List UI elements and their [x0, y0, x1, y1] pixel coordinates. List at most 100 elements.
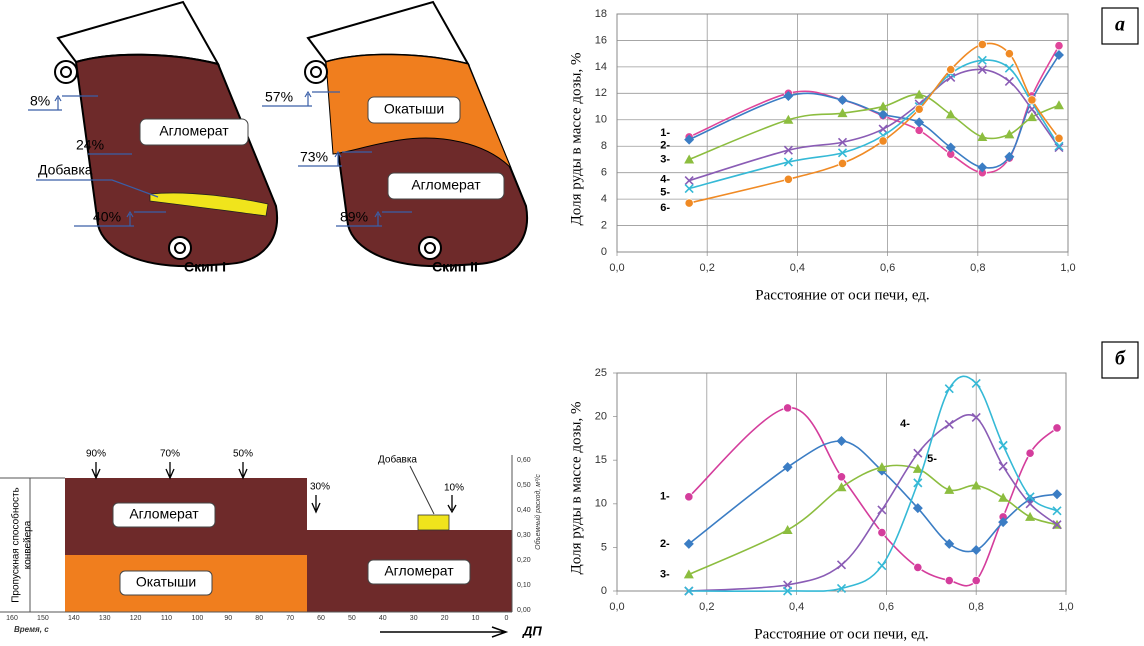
marker [944, 485, 954, 494]
x-tick-label: 150 [37, 615, 49, 622]
wheel [175, 243, 185, 253]
x-tick-label: 0,6 [879, 601, 894, 613]
marker [878, 506, 886, 514]
x-tick-label: 140 [68, 615, 80, 622]
y-tick-label: 0 [601, 246, 607, 258]
x-label: Время, с [14, 625, 49, 634]
x-tick-label: 110 [161, 615, 172, 622]
arrow [448, 495, 456, 512]
marker [837, 482, 847, 491]
marker [914, 117, 924, 127]
marker [914, 449, 922, 457]
marker [999, 441, 1007, 449]
figure: Агломерат Добавка 8% 24% 40% Скип I Окат… [0, 0, 1144, 646]
y2-tick-label: 0,00 [517, 607, 531, 614]
panel-label: а [1115, 14, 1125, 36]
x-tick-label: 80 [255, 615, 263, 622]
marker [837, 436, 847, 446]
y-tick-label: 6 [601, 167, 607, 179]
x-tick-label: 1,0 [1058, 601, 1073, 613]
marker [945, 576, 953, 584]
y-tick-label: 10 [595, 114, 607, 126]
y2-tick-label: 0,10 [517, 582, 531, 589]
marker [946, 109, 956, 118]
plot-frame [617, 14, 1068, 252]
x-tick-label: 20 [441, 615, 449, 622]
x-tick-label: 130 [99, 615, 111, 622]
x-tick-label: 160 [6, 615, 18, 622]
marker [783, 525, 793, 534]
x-tick-label: 60 [317, 615, 325, 622]
x-tick-label: 1,0 [1060, 262, 1075, 274]
marker [1004, 129, 1014, 138]
marker [837, 473, 845, 481]
marker [685, 177, 693, 185]
y-tick-label: 2 [601, 219, 607, 231]
x-tick-label: 0,8 [969, 601, 984, 613]
y-tick-label: 16 [595, 34, 607, 46]
marker [977, 132, 987, 141]
x-tick-label: 0,8 [970, 262, 985, 274]
x-tick-label: 120 [130, 615, 142, 622]
skip-title: Скип I [184, 259, 226, 275]
share-label: 50% [233, 449, 253, 460]
x-axis-label: Расстояние от оси печи, ед. [755, 287, 929, 303]
layer-label: Окатыши [384, 101, 444, 117]
marker [685, 199, 693, 207]
y-tick-label: 12 [595, 87, 607, 99]
series-line [689, 376, 1057, 591]
x-tick-label: 0,0 [609, 262, 624, 274]
marker [915, 105, 923, 113]
direction-label: ДП [522, 623, 542, 638]
x-tick-label: 0,4 [789, 601, 804, 613]
marker [684, 569, 694, 578]
y-tick-label: 15 [595, 454, 607, 466]
x-tick-label: 0,2 [699, 601, 714, 613]
series-line [689, 43, 1059, 203]
marker [914, 479, 922, 487]
x-tick-label: 40 [379, 615, 387, 622]
legend-entry: 5- [660, 186, 670, 198]
marker [878, 562, 886, 570]
x-tick-label: 0,6 [880, 262, 895, 274]
layer-label: Агломерат [411, 177, 481, 193]
legend-entry: 5- [927, 453, 937, 465]
plot-frame [617, 373, 1066, 591]
marker [878, 528, 886, 536]
additive-block [418, 515, 449, 530]
legend-entry: 4- [900, 418, 910, 430]
marker [838, 159, 846, 167]
arrow [239, 462, 247, 478]
share-label: 90% [86, 449, 106, 460]
x-tick-label: 0,4 [790, 262, 805, 274]
marker [999, 462, 1007, 470]
x-tick-label: 100 [192, 615, 204, 622]
legend-entry: 1- [660, 491, 670, 503]
marker [838, 95, 848, 105]
x-tick-label: 90 [224, 615, 232, 622]
x-axis-label: Расстояние от оси печи, ед. [754, 626, 928, 642]
arrow [166, 462, 174, 478]
y-tick-label: 0 [601, 585, 607, 597]
marker [685, 493, 693, 501]
marker [947, 73, 955, 81]
series-line [689, 55, 1059, 168]
marker [978, 40, 986, 48]
marker [1054, 100, 1064, 109]
wheel [311, 67, 321, 77]
marker [947, 65, 955, 73]
x-tick-label: 50 [348, 615, 356, 622]
y2-tick-label: 0,30 [517, 532, 531, 539]
y-label: конвейера [23, 520, 34, 569]
wheel [425, 243, 435, 253]
marker [914, 563, 922, 571]
x-tick-label: 10 [472, 615, 480, 622]
level-label: 40% [93, 209, 121, 225]
wheel [61, 67, 71, 77]
marker [945, 385, 953, 393]
marker [998, 493, 1008, 502]
marker [1005, 49, 1013, 57]
y-axis-label: Доля руды в массе дозы, % [568, 53, 584, 226]
marker [972, 576, 980, 584]
share-label: 30% [310, 482, 330, 493]
